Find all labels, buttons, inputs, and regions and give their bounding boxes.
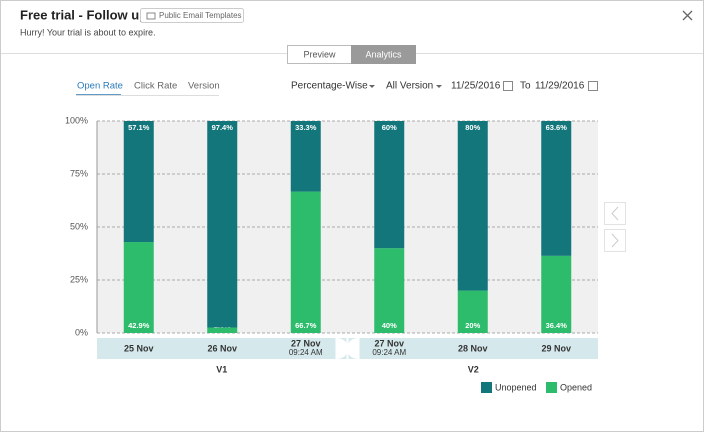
prev-arrow xyxy=(611,206,619,221)
bar-segment xyxy=(374,248,405,333)
chart: 0% 25% 50% 75% 100% V1 V2 25 Nov 42.9% 57.1% 26 No… xyxy=(65,115,598,393)
y-tick-label: 50% xyxy=(70,221,88,231)
bar-segment xyxy=(207,327,238,333)
value-label: 20% xyxy=(465,321,480,330)
x-tick-time: 09:24 AM xyxy=(289,348,323,357)
x-tick-label: 25 Nov xyxy=(124,343,154,353)
value-label: 42.9% xyxy=(128,321,150,330)
prev-button[interactable] xyxy=(604,202,626,225)
subtitle: Hurry! Your trial is about to expire. xyxy=(20,27,156,37)
mode-select[interactable]: Percentage-Wise xyxy=(291,81,368,92)
x-tick-label: 27 Nov xyxy=(374,338,404,348)
value-label: 63.6% xyxy=(546,123,568,132)
legend-swatch xyxy=(481,382,492,393)
strip-notch xyxy=(347,338,360,359)
y-tick-label: 25% xyxy=(70,274,88,284)
group-label: V1 xyxy=(216,364,227,374)
subtab[interactable]: Click Rate xyxy=(134,81,177,92)
x-tick-time: 09:24 AM xyxy=(372,348,406,357)
caret xyxy=(436,85,442,88)
bar-segment xyxy=(541,121,572,256)
bar-segment xyxy=(374,121,405,249)
strip-notch xyxy=(335,338,348,359)
close-icon[interactable] xyxy=(682,10,693,21)
next-button[interactable] xyxy=(604,229,626,252)
date-from[interactable]: 11/25/2016 xyxy=(451,81,501,92)
next-arrow xyxy=(611,233,619,248)
bar-segment xyxy=(290,121,321,192)
value-label: 40% xyxy=(382,321,397,330)
value-label: 33.3% xyxy=(295,123,317,132)
bar-segment xyxy=(123,121,154,243)
calendar-icon[interactable] xyxy=(588,81,598,91)
version-select[interactable]: All Version xyxy=(386,81,433,92)
tab-label[interactable]: Analytics xyxy=(365,49,402,59)
tab-analytics[interactable] xyxy=(351,45,416,64)
x-tick-label: 29 Nov xyxy=(541,343,571,353)
tab-label[interactable]: Preview xyxy=(303,49,336,59)
to-label: To xyxy=(520,81,531,92)
legend-label: Opened xyxy=(560,382,592,392)
group-label: V2 xyxy=(468,364,479,374)
value-label: 80% xyxy=(465,123,480,132)
bar-segment xyxy=(457,290,488,333)
value-label: 36.4% xyxy=(546,321,568,330)
calendar-icon[interactable] xyxy=(503,81,513,91)
y-tick-label: 100% xyxy=(65,115,88,125)
x-tick-label: 26 Nov xyxy=(207,343,237,353)
value-label: 66.7% xyxy=(295,321,317,330)
x-tick-label: 28 Nov xyxy=(458,343,488,353)
value-label: 97.4% xyxy=(212,123,234,132)
category-strip xyxy=(348,338,598,359)
category-strip xyxy=(97,338,347,359)
y-tick-label: 0% xyxy=(75,327,88,337)
template-button-label[interactable]: Public Email Templates xyxy=(159,11,242,20)
bar-segment xyxy=(290,191,321,333)
template-button[interactable] xyxy=(140,8,244,23)
value-label: 60% xyxy=(382,123,397,132)
subtab[interactable]: Open Rate xyxy=(77,81,123,92)
date-to[interactable]: 11/29/2016 xyxy=(535,81,585,92)
bar-segment xyxy=(457,121,488,291)
x-tick-label: 27 Nov xyxy=(291,338,321,348)
subtab[interactable]: Version xyxy=(188,81,220,92)
bar-segment xyxy=(541,255,572,333)
folder-icon xyxy=(146,12,156,20)
y-tick-label: 75% xyxy=(70,168,88,178)
caret xyxy=(369,85,375,88)
value-label: 57.1% xyxy=(128,123,150,132)
title: Free trial - Follow up xyxy=(20,7,147,22)
bar-segment xyxy=(123,242,154,333)
bar-segment xyxy=(207,121,238,328)
legend-label: Unopened xyxy=(495,382,537,392)
legend-swatch xyxy=(546,382,557,393)
